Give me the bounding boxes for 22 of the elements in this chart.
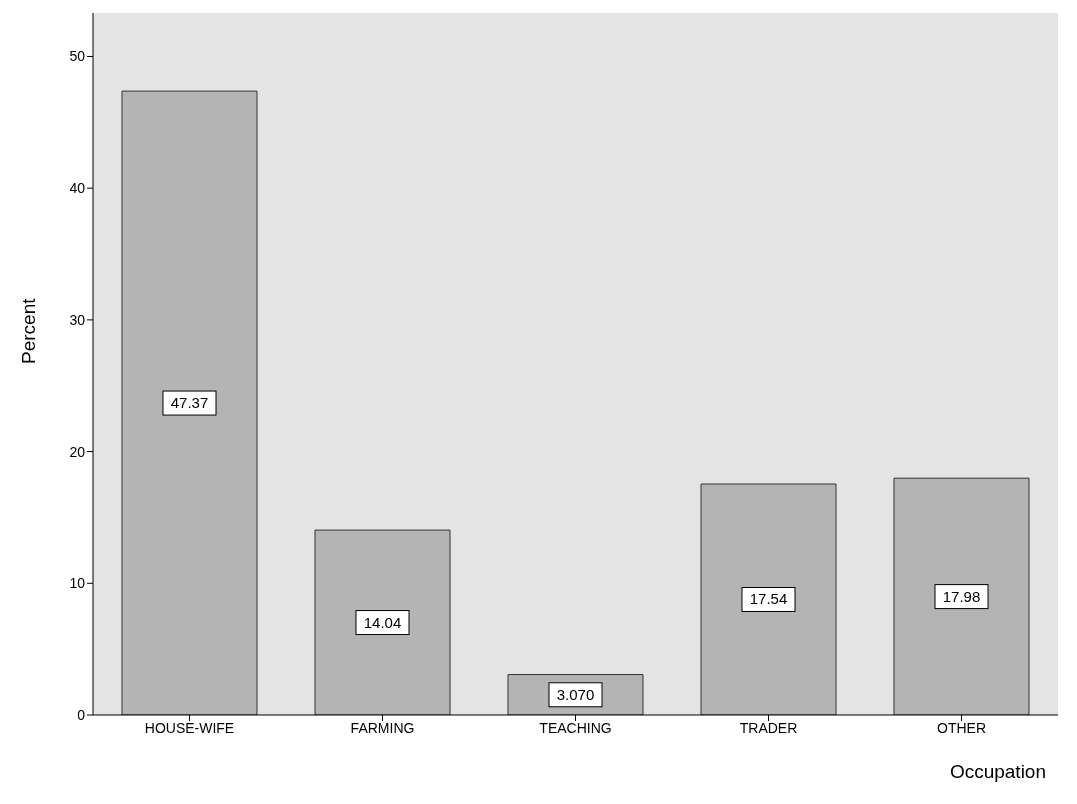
y-axis-title: Percent	[17, 297, 39, 364]
x-tick-label: TRADER	[739, 719, 798, 736]
bar	[700, 483, 837, 715]
y-tick-label: 20	[69, 443, 86, 460]
y-tick-label: 10	[69, 575, 86, 592]
y-tick-label: 0	[77, 706, 86, 723]
data-label: 17.98	[942, 587, 981, 605]
bar	[314, 529, 451, 715]
data-label: 17.54	[749, 590, 788, 608]
y-tick-label: 30	[69, 311, 86, 328]
bar	[893, 477, 1030, 715]
x-axis-title: Occupation	[949, 761, 1046, 782]
bar	[121, 90, 258, 715]
data-label: 14.04	[363, 613, 402, 631]
x-tick-label: OTHER	[937, 719, 986, 736]
x-tick-label: FARMING	[350, 719, 415, 736]
data-label: 47.37	[170, 394, 209, 412]
y-tick-label: 40	[69, 180, 86, 197]
y-tick-label: 50	[69, 48, 86, 65]
x-tick-label: HOUSE-WIFE	[144, 719, 235, 736]
x-tick-label: TEACHING	[539, 719, 612, 736]
data-label: 3.070	[556, 685, 595, 703]
